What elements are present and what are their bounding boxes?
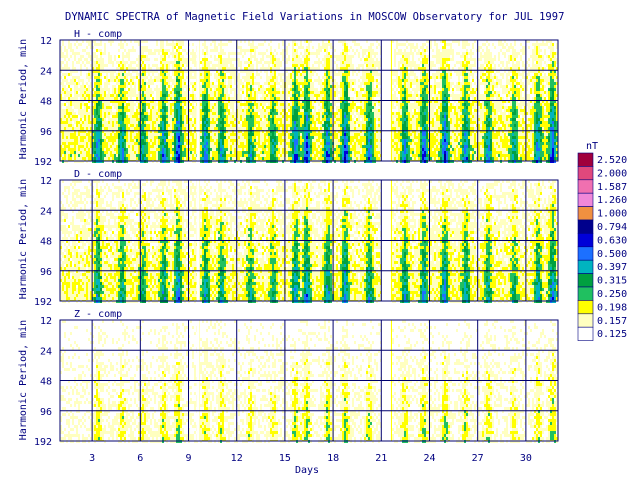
colorbar-swatch	[578, 327, 593, 340]
colorbar-label: 0.125	[597, 329, 627, 340]
colorbar-label: 1.587	[597, 182, 627, 193]
spectra-cells	[60, 180, 558, 303]
colorbar-label: 0.198	[597, 302, 627, 313]
colorbar-swatch	[578, 233, 593, 246]
colorbar-label: 0.630	[597, 235, 627, 246]
y-tick-label: 192	[34, 157, 52, 168]
x-tick-labels: 3 6 9 12 15 18 21 24 27 30	[89, 453, 532, 464]
x-tick-label: 21	[375, 453, 387, 464]
y-tick-label: 24	[40, 66, 52, 77]
y-tick-label: 48	[40, 97, 52, 108]
panel-2: 12 24 48 96 192 D - comp	[34, 169, 558, 308]
colorbar-label: 0.794	[597, 222, 627, 233]
panel-label: H - comp	[74, 29, 122, 40]
x-tick-label: 9	[186, 453, 192, 464]
colorbar-label: 0.397	[597, 262, 627, 273]
panel-label: Z - comp	[74, 309, 122, 320]
colorbar-swatch	[578, 247, 593, 260]
colorbar-swatch	[578, 220, 593, 233]
colorbar-label: 2.520	[597, 155, 627, 166]
y-tick-label: 48	[40, 237, 52, 248]
x-axis-label: Days	[295, 465, 319, 476]
y-tick-label: 12	[40, 176, 52, 187]
colorbar: nT 2.520 2.000 1.587 1.260 1.000 0.794 0.630 0.…	[578, 141, 627, 341]
chart-title: DYNAMIC SPECTRA of Magnetic Field Variat…	[65, 11, 564, 23]
colorbar-swatch	[578, 166, 593, 179]
colorbar-swatch	[578, 180, 593, 193]
y-tick-label: 96	[40, 127, 52, 138]
colorbar-swatch	[578, 193, 593, 206]
y-tick-label: 192	[34, 297, 52, 308]
x-tick-label: 3	[89, 453, 95, 464]
y-axis-label-z: Harmonic Period, min	[18, 320, 29, 440]
colorbar-unit: nT	[586, 141, 598, 152]
x-tick-label: 12	[231, 453, 243, 464]
y-axis-label-h: Harmonic Period, min	[18, 39, 29, 159]
x-tick-label: 27	[472, 453, 484, 464]
x-tick-label: 30	[520, 453, 532, 464]
y-tick-label: 24	[40, 346, 52, 357]
colorbar-label: 0.315	[597, 276, 627, 287]
colorbar-swatch	[578, 287, 593, 300]
colorbar-swatch	[578, 274, 593, 287]
panel-3: 12 24 48 96 192 Z - comp	[34, 309, 558, 448]
panel-1: 12 24 48 96 192 H - comp	[34, 29, 558, 168]
y-tick-label: 192	[34, 437, 52, 448]
colorbar-label: 0.250	[597, 289, 627, 300]
colorbar-swatch	[578, 300, 593, 313]
colorbar-swatch	[578, 153, 593, 166]
y-tick-label: 24	[40, 206, 52, 217]
x-tick-label: 18	[327, 453, 339, 464]
colorbar-label: 1.260	[597, 195, 627, 206]
y-tick-label: 96	[40, 407, 52, 418]
x-tick-label: 24	[423, 453, 435, 464]
y-tick-label: 12	[40, 316, 52, 327]
colorbar-label: 0.500	[597, 249, 627, 260]
colorbar-label: 0.157	[597, 316, 627, 327]
y-tick-label: 96	[40, 267, 52, 278]
y-axis-label-d: Harmonic Period, min	[18, 179, 29, 299]
colorbar-swatch	[578, 207, 593, 220]
y-tick-label: 48	[40, 377, 52, 388]
panel-label: D - comp	[74, 169, 122, 180]
x-tick-label: 6	[137, 453, 143, 464]
colorbar-label: 2.000	[597, 168, 627, 179]
colorbar-label: 1.000	[597, 209, 627, 220]
colorbar-swatch	[578, 314, 593, 327]
colorbar-swatch	[578, 260, 593, 273]
y-tick-label: 12	[40, 36, 52, 47]
x-tick-label: 15	[279, 453, 291, 464]
